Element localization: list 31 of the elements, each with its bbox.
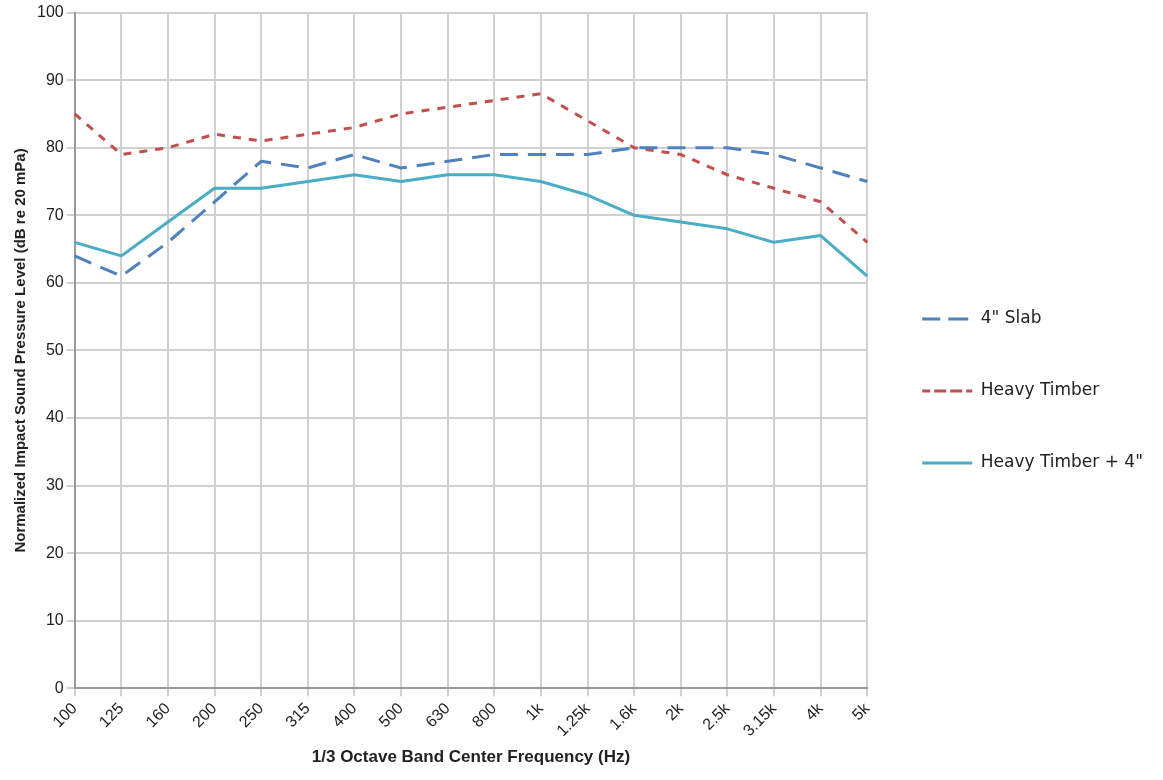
y-axis-title: Normalized Impact Sound Pressure Level (dB re 20 mPa) [11, 148, 29, 553]
y-tick-label: 40 [45, 408, 64, 426]
x-tick-label: 800 [468, 699, 500, 731]
y-tick-label: 30 [45, 476, 64, 494]
x-tick-label: 125 [95, 699, 127, 731]
x-tick-label: 315 [282, 699, 314, 731]
y-tick-label: 80 [45, 138, 64, 156]
x-tick-label: 160 [142, 699, 174, 731]
y-tick-label: 70 [45, 205, 64, 223]
y-tick-label: 20 [45, 543, 64, 561]
y-tick-label: 50 [45, 340, 64, 358]
x-tick-label: 250 [235, 699, 267, 731]
y-tick-label: 60 [45, 273, 64, 291]
legend-label: 4" Slab [980, 307, 1042, 328]
x-tick-label: 2.5k [699, 698, 734, 733]
legend-label: Heavy Timber [980, 379, 1100, 400]
legend-label: Heavy Timber + 4" [980, 451, 1144, 472]
y-tick-label: 90 [45, 70, 64, 88]
x-tick-label: 2k [662, 698, 687, 724]
x-tick-label: 500 [375, 699, 407, 731]
x-tick-label: 5k [848, 698, 874, 724]
x-tick-label: 1.6k [605, 698, 641, 733]
x-tick-label: 400 [328, 699, 360, 731]
x-tick-label: 1k [522, 698, 547, 724]
y-tick-label: 100 [36, 3, 64, 21]
x-axis-title: 1/3 Octave Band Center Frequency (Hz) [311, 747, 631, 767]
x-tick-label: 630 [421, 699, 453, 731]
y-tick-label: 0 [54, 678, 64, 696]
x-tick-label: 4k [801, 698, 827, 724]
x-tick-label: 200 [188, 699, 220, 731]
y-tick-label: 10 [45, 611, 64, 629]
